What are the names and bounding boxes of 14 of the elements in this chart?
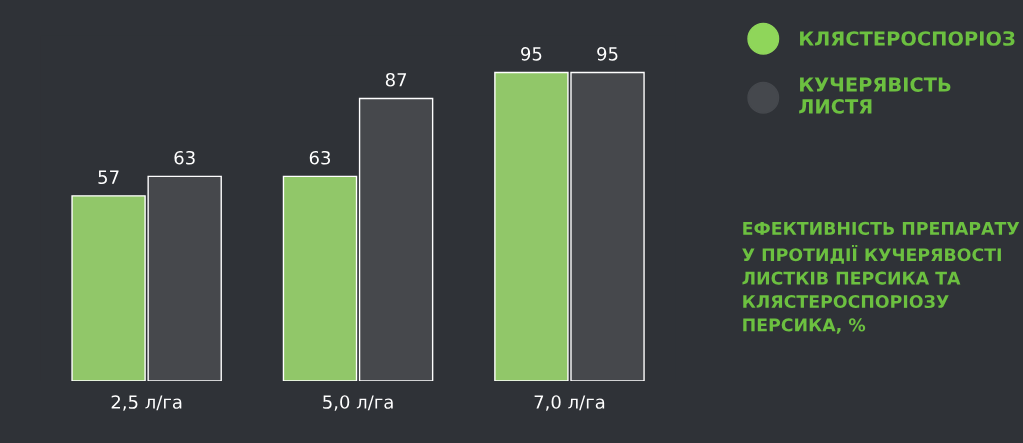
x-tick-label: 2,5 л/га	[111, 395, 182, 411]
legend-label: КЛЯСТЕРОСПОРІОЗ	[800, 31, 1015, 46]
bar	[282, 175, 358, 381]
data-label: 87	[385, 72, 407, 87]
x-tick-label: 5,0 л/га	[323, 395, 393, 411]
data-label: 57	[98, 170, 119, 185]
text: ЕФЕКТИВНІСТЬ ПРЕПАРАТУ У ПРОТИДІЇ КУЧЕРЯВОСТІ ЛИСТКІВ ПЕРСИКА ТА КЛЯСТЕРОСПОРІОЗУ ПЕРСИКА, %	[742, 221, 1020, 334]
legend-label: КУЧЕРЯВІСТЬ ЛИСТЯ	[799, 77, 951, 114]
data-label: 95	[597, 46, 618, 61]
data-label: 63	[309, 150, 331, 165]
data-label: 63	[174, 150, 195, 165]
data-label: 95	[521, 46, 542, 61]
bar	[358, 97, 434, 381]
x-tick-label: 7,0 л/га	[534, 395, 605, 411]
